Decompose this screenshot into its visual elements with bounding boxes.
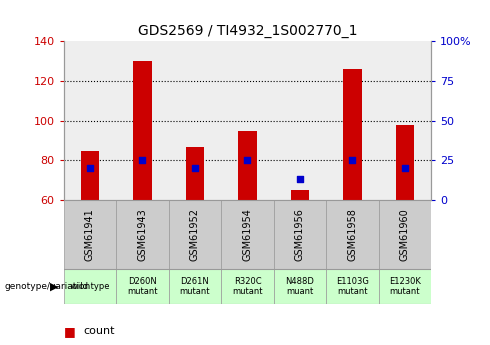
Bar — [274, 200, 326, 269]
Point — [401, 166, 409, 171]
Text: ■: ■ — [64, 325, 75, 338]
Bar — [379, 269, 431, 304]
Bar — [221, 269, 274, 304]
Text: GSM61958: GSM61958 — [347, 208, 357, 261]
Bar — [326, 200, 379, 269]
Bar — [116, 269, 169, 304]
Point — [348, 158, 356, 163]
Text: GSM61960: GSM61960 — [400, 208, 410, 261]
Text: R320C
mutant: R320C mutant — [232, 277, 263, 296]
Bar — [169, 269, 221, 304]
Text: GSM61941: GSM61941 — [85, 208, 95, 261]
Bar — [221, 200, 274, 269]
Text: count: count — [83, 326, 115, 336]
Point — [191, 166, 199, 171]
Text: wild type: wild type — [71, 282, 109, 291]
Bar — [133, 61, 151, 200]
Bar — [64, 269, 116, 304]
Bar — [64, 200, 116, 269]
Bar — [81, 150, 99, 200]
Title: GDS2569 / TI4932_1S002770_1: GDS2569 / TI4932_1S002770_1 — [138, 23, 357, 38]
Text: genotype/variation: genotype/variation — [5, 282, 91, 291]
Bar — [396, 125, 414, 200]
Bar — [238, 131, 257, 200]
Text: ▶: ▶ — [50, 282, 59, 291]
Text: D261N
mutant: D261N mutant — [180, 277, 210, 296]
Text: GSM61952: GSM61952 — [190, 208, 200, 261]
Bar — [116, 200, 169, 269]
Bar — [379, 200, 431, 269]
Point — [296, 177, 304, 182]
Text: N488D
muant: N488D muant — [286, 277, 315, 296]
Text: D260N
mutant: D260N mutant — [127, 277, 158, 296]
Text: GSM61956: GSM61956 — [295, 208, 305, 261]
Text: E1103G
mutant: E1103G mutant — [336, 277, 369, 296]
Bar — [169, 200, 221, 269]
Text: E1230K
mutant: E1230K mutant — [389, 277, 421, 296]
Text: GSM61943: GSM61943 — [138, 208, 147, 261]
Point — [244, 158, 251, 163]
Bar — [326, 269, 379, 304]
Bar — [274, 269, 326, 304]
Text: GSM61954: GSM61954 — [243, 208, 252, 261]
Point — [86, 166, 94, 171]
Bar — [291, 190, 309, 200]
Bar — [186, 147, 204, 200]
Bar — [343, 69, 362, 200]
Point — [139, 158, 147, 163]
